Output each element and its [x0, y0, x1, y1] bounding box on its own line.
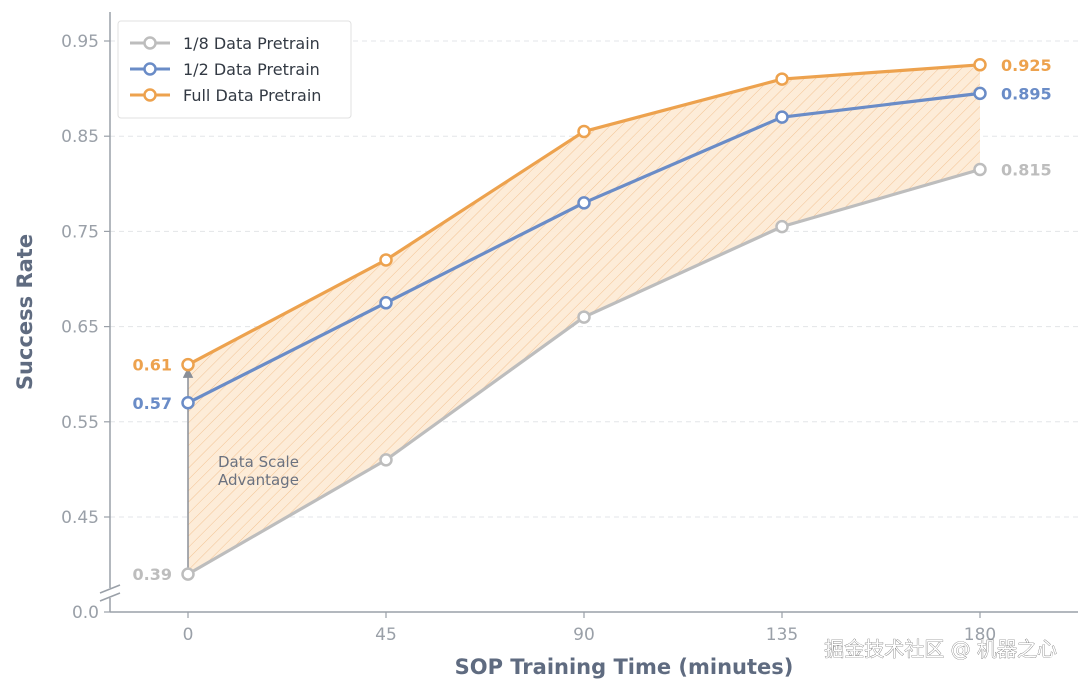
series-1-point — [181, 567, 195, 581]
annotation-line-1: Data Scale — [218, 453, 299, 471]
series-3-point — [577, 124, 591, 139]
series-3-point — [775, 72, 789, 86]
y-tick-label: 0.0 — [72, 603, 99, 623]
series-3-start-label: 0.61 — [133, 356, 172, 375]
series-3-end-label: 0.925 — [1001, 56, 1052, 75]
series-1-point — [577, 310, 591, 324]
legend-label-1: 1/8 Data Pretrain — [183, 34, 320, 53]
series-1-point — [973, 162, 987, 177]
x-tick-label: 0 — [183, 625, 194, 645]
y-tick-label: 0.45 — [61, 508, 99, 528]
legend-box — [117, 20, 352, 119]
x-tick-label: 180 — [964, 625, 996, 645]
y-tick-label: 0.85 — [61, 127, 99, 147]
y-axis-title: Success Rate — [13, 234, 37, 390]
series-3-point — [181, 357, 195, 372]
x-tick-label: 45 — [375, 625, 397, 645]
legend-label-3: Full Data Pretrain — [183, 86, 321, 105]
annotation-line-2: Advantage — [218, 471, 299, 489]
series-2-point — [181, 396, 195, 410]
legend-marker-1 — [143, 36, 157, 50]
x-ticks: 0 45 90 135 180 — [183, 612, 996, 645]
legend-marker-2 — [143, 62, 157, 76]
axis-break-mark-2 — [99, 592, 121, 602]
series-2-point — [379, 296, 393, 310]
series-1-point — [379, 453, 393, 467]
value-labels: 0.39 0.815 0.57 0.895 0.61 0.925 — [133, 56, 1052, 584]
series-2-point — [577, 196, 591, 210]
series-2-start-label: 0.57 — [133, 394, 172, 413]
watermark: 掘金技术社区 @ 机器之心 — [824, 637, 1057, 661]
series-2-point — [775, 110, 789, 124]
series-1-point — [775, 219, 789, 234]
legend-marker-3 — [143, 88, 157, 102]
x-tick-label: 90 — [573, 625, 595, 645]
axis-break-mark-1 — [99, 584, 121, 594]
legend: 1/8 Data Pretrain 1/2 Data Pretrain Full… — [117, 20, 352, 119]
y-tick-label: 0.65 — [61, 318, 99, 338]
series-2-point — [973, 86, 987, 101]
series-3-point — [379, 253, 393, 267]
series-group — [181, 58, 987, 581]
series-1-end-label: 0.815 — [1001, 161, 1052, 180]
series-2-end-label: 0.895 — [1001, 84, 1052, 103]
x-tick-label: 135 — [766, 625, 798, 645]
y-ticks: 0.0 0.45 0.55 0.65 0.75 0.85 0.95 — [61, 32, 110, 623]
y-tick-label: 0.75 — [61, 222, 99, 242]
axes — [99, 12, 1078, 613]
y-tick-label: 0.95 — [61, 32, 99, 52]
series-1-start-label: 0.39 — [133, 565, 172, 584]
advantage-shaded-region — [188, 64, 980, 575]
legend-label-2: 1/2 Data Pretrain — [183, 60, 320, 79]
x-axis-title: SOP Training Time (minutes) — [455, 655, 794, 679]
y-tick-label: 0.55 — [61, 413, 99, 433]
series-3-point — [973, 58, 987, 72]
